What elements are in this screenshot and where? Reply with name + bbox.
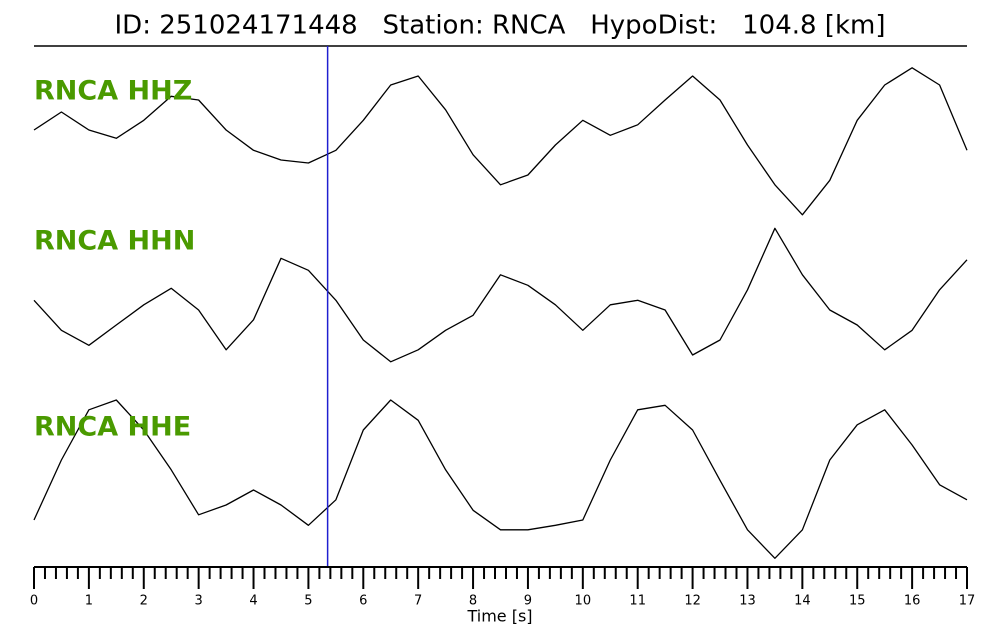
x-tick-label: 6: [359, 594, 367, 609]
x-tick-label: 9: [524, 594, 532, 609]
trace: [33, 67, 968, 216]
x-tick-label: 5: [304, 594, 312, 609]
x-tick-label: 17: [959, 594, 976, 609]
x-tick-label: 13: [739, 594, 756, 609]
x-tick-label: 10: [575, 594, 592, 609]
x-tick-label: 16: [904, 594, 921, 609]
trace-label: RNCA HHZ: [34, 76, 192, 107]
x-tick-label: 12: [684, 594, 701, 609]
trace: [33, 399, 968, 559]
x-tick-label: 1: [85, 594, 93, 609]
x-tick-label: 3: [195, 594, 203, 609]
trace: [33, 227, 968, 363]
x-tick-label: 4: [249, 594, 257, 609]
trace-label: RNCA HHE: [34, 412, 191, 443]
x-tick-label: 11: [629, 594, 646, 609]
trace-label: RNCA HHN: [34, 226, 195, 257]
x-tick-label: 14: [794, 594, 811, 609]
x-tick-label: 2: [140, 594, 148, 609]
x-tick-label: 0: [30, 594, 38, 609]
chart-title: ID: 251024171448 Station: RNCA HypoDist:…: [115, 11, 886, 41]
x-tick-label: 8: [469, 594, 477, 609]
x-axis-label: Time [s]: [466, 607, 532, 626]
x-tick-label: 7: [414, 594, 422, 609]
x-tick-label: 15: [849, 594, 866, 609]
